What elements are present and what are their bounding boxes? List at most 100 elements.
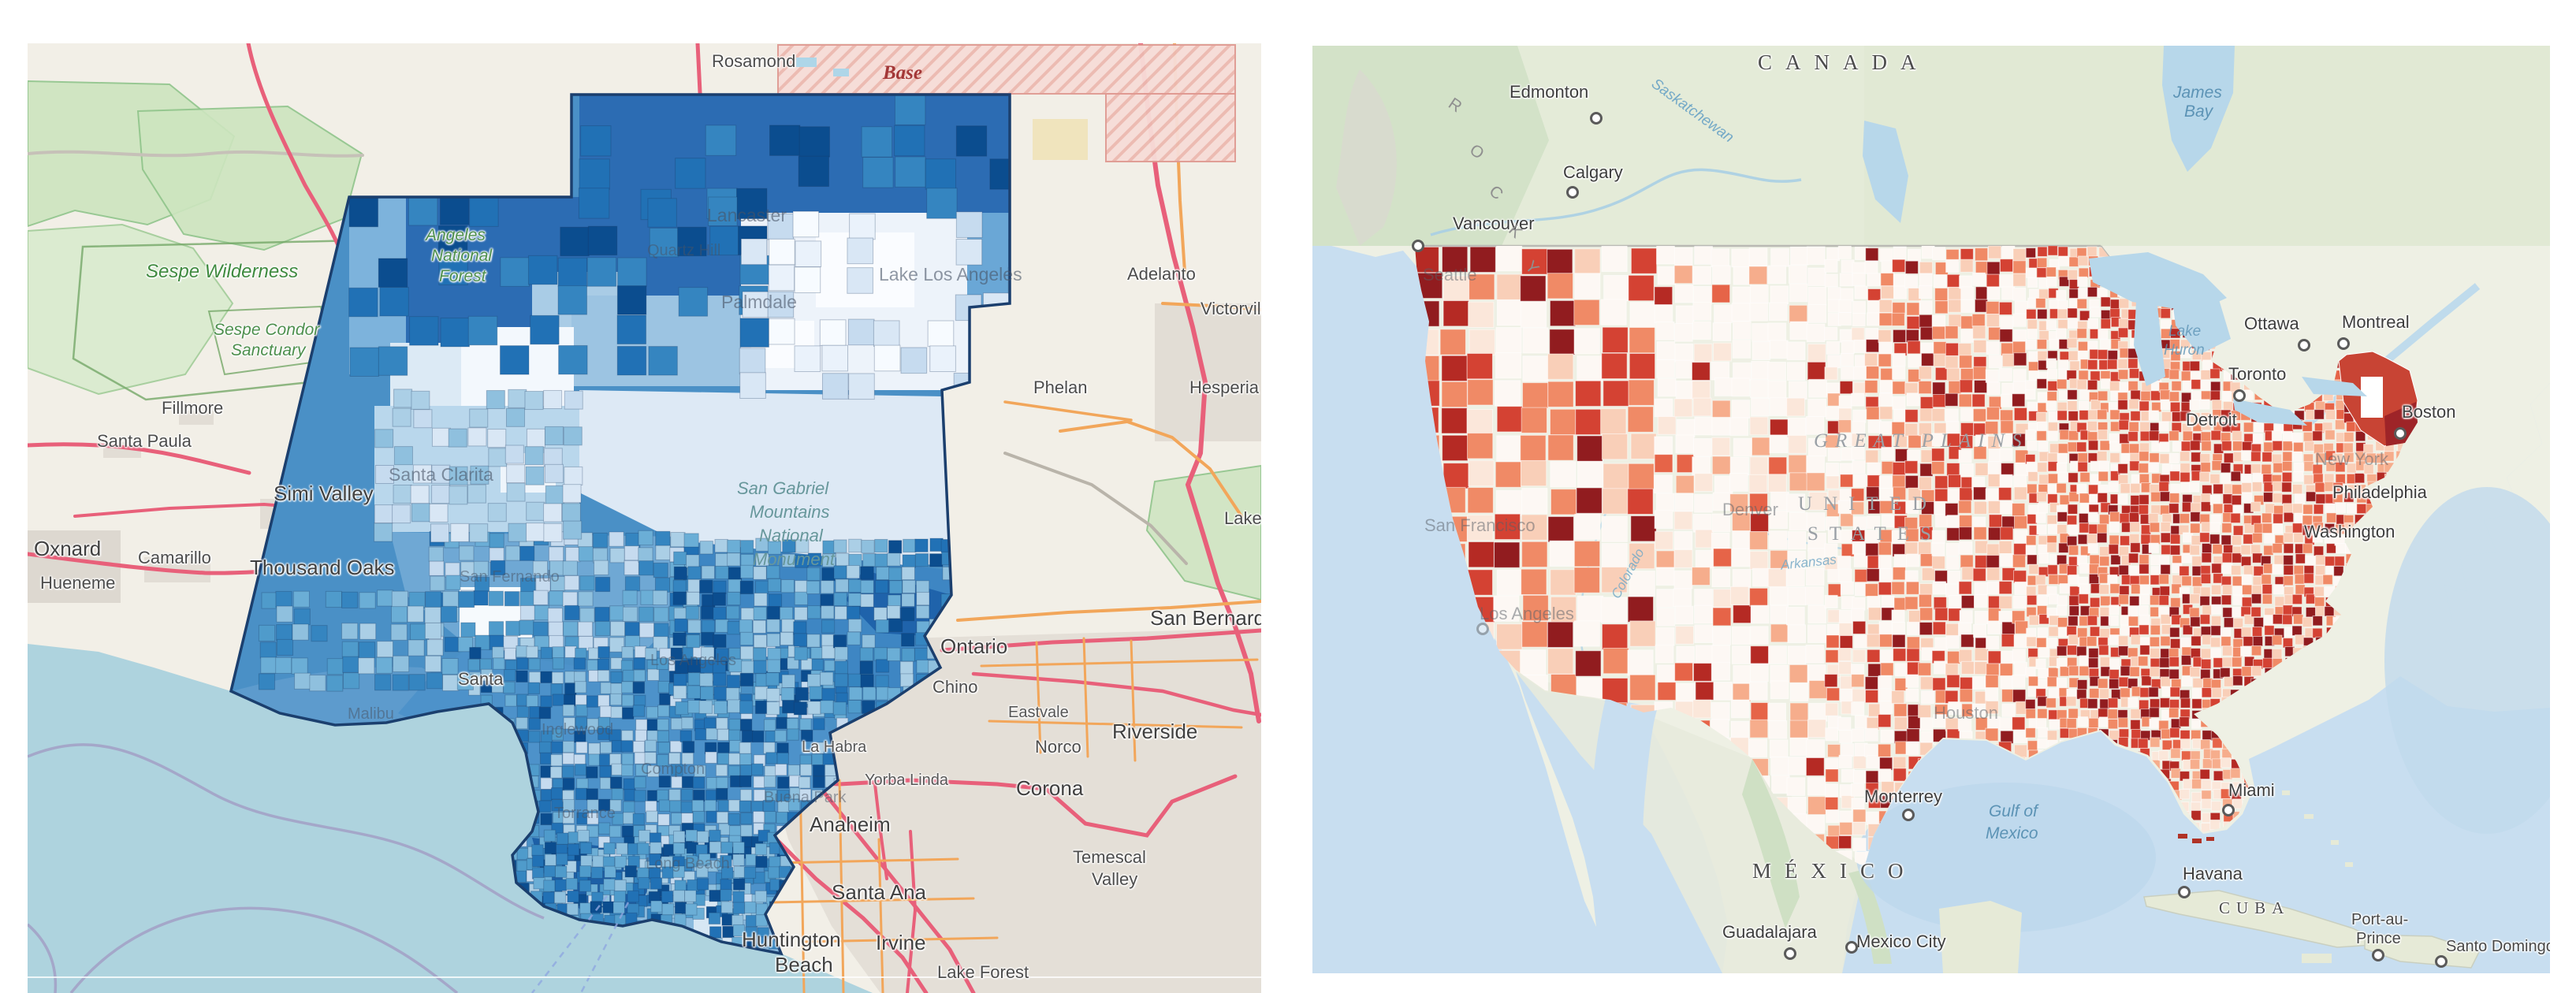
label-los-angeles: Los Angeles [650, 652, 736, 669]
label-angeles: Angeles [426, 226, 486, 244]
label-calgary: Calgary [1563, 162, 1623, 182]
label-simi-valley: Simi Valley [274, 482, 374, 505]
label-miami: Miami [2228, 780, 2275, 800]
label-santa-clarita: Santa Clarita [389, 464, 493, 485]
city-dot-monterrey [1902, 809, 1915, 821]
label-mexico: Mexico [1986, 824, 2038, 842]
label-bay: Bay [2184, 102, 2213, 121]
city-dot-edmonton [1590, 112, 1603, 125]
label-ottawa: Ottawa [2244, 314, 2299, 333]
us-county-choropleth-map[interactable]: CANADA Edmonton Saskatchewan Calgary Vancouv… [1312, 46, 2550, 973]
label-cuba: CUBA [2219, 898, 2291, 917]
label-buena-park: Buena Park [764, 789, 847, 806]
label-anaheim: Anaheim [810, 813, 891, 836]
label-philadelphia: Philadelphia [2332, 482, 2427, 502]
label-boston: Boston [2402, 402, 2456, 422]
city-dot-prince [2372, 949, 2384, 961]
label-huntington: Huntington [742, 928, 841, 951]
us-basemap-canvas [1312, 46, 2550, 973]
city-dot-vancouver [1412, 240, 1424, 252]
label-arkansas: Arkansas [1780, 552, 1837, 573]
us-map-labels: CANADA Edmonton Saskatchewan Calgary Vancouv… [1312, 46, 2550, 973]
la-map-labels: Rosamond Base Lancaster Quartz Hill Palmdale… [28, 43, 1261, 993]
military-base-area [777, 44, 1236, 162]
city-dot-toronto [2233, 389, 2246, 402]
label-sespe-condor: Sespe Condor [214, 321, 320, 339]
label-guadalajara: Guadalajara [1722, 922, 1817, 942]
zip-cells [258, 95, 1010, 954]
label-national: National [759, 526, 823, 545]
label-colorado: Colorado [1608, 545, 1647, 601]
label-santa-paula: Santa Paula [97, 431, 192, 451]
label-long-beach: Long Beach [646, 855, 730, 872]
label-m-xico: MÉXICO [1752, 859, 1917, 883]
la-basemap-canvas [28, 43, 1261, 993]
label-national: National [431, 247, 493, 265]
label-camarillo: Camarillo [138, 548, 211, 567]
label-inglewood: Inglewood [542, 721, 614, 738]
label-valley: Valley [1092, 869, 1138, 889]
label-houston: Houston [1934, 703, 1998, 723]
label-havana: Havana [2183, 864, 2243, 883]
label-saskatchewan: Saskatchewan [1647, 75, 1737, 147]
label-k: K [1505, 221, 1526, 242]
city-dot-santo-domingo [2435, 955, 2448, 968]
label-hesperia: Hesperia [1189, 377, 1260, 397]
label-compton: Compton [641, 761, 705, 778]
label-montreal: Montreal [2342, 312, 2410, 332]
label-santo-domingo: Santo Domingo [2446, 938, 2550, 955]
label-base: Base [883, 62, 922, 84]
label-santa-ana: Santa Ana [832, 880, 926, 904]
label-united: UNITED [1798, 493, 1938, 515]
city-dot-havana [2178, 886, 2191, 898]
city-dot-ottawa [2298, 339, 2310, 351]
label-mountains: Mountains [750, 502, 830, 522]
label-denver: Denver [1722, 500, 1778, 519]
label-vancouver: Vancouver [1453, 214, 1535, 233]
label-quartz-hill: Quartz Hill [647, 242, 721, 259]
label-eastvale: Eastvale [1008, 704, 1069, 721]
label-c: C [1485, 182, 1507, 204]
label-santa: Santa [458, 669, 504, 689]
city-dot-los-angeles [1476, 623, 1489, 635]
city-dot-montreal [2337, 337, 2350, 350]
label-y: Y [1521, 257, 1543, 278]
label-detroit: Detroit [2186, 410, 2237, 430]
label-corona: Corona [1016, 776, 1084, 800]
label-rosamond: Rosamond [712, 51, 796, 71]
city-dot-guadalajara [1784, 947, 1796, 960]
label-edmonton: Edmonton [1509, 82, 1589, 102]
label-los-angeles: Los Angeles [1480, 604, 1574, 623]
label-yorba-linda: Yorba Linda [865, 772, 949, 789]
city-dot-miami [2222, 804, 2235, 816]
label-lake-forest: Lake Forest [937, 962, 1029, 982]
label-new-york: New York [2315, 449, 2388, 469]
label-torrance: Torrance [554, 805, 616, 822]
label-sespe-wilderness: Sespe Wilderness [146, 261, 299, 282]
label-seattle: Seattle [1423, 265, 1477, 285]
label-gulf-of: Gulf of [1989, 802, 2038, 820]
label-r: R [1445, 94, 1465, 117]
label-la-habra: La Habra [802, 738, 867, 756]
label-victorville: Victorville [1201, 299, 1261, 318]
label-san-francisco: San Francisco [1424, 515, 1536, 535]
label-james: James [2173, 84, 2222, 102]
marine-lines [28, 743, 630, 993]
label-sanctuary: Sanctuary [231, 341, 306, 359]
label-o: O [1465, 140, 1487, 163]
label-thousand-oaks: Thousand Oaks [250, 556, 395, 579]
label-canada: CANADA [1758, 50, 1930, 74]
label-monument: Monument [753, 549, 835, 569]
great-lakes [1863, 46, 2367, 426]
label-huron: Huron [2164, 342, 2205, 359]
label-san-bernardino: San Bernardino [1150, 606, 1261, 630]
label-monterrey: Monterrey [1864, 787, 1943, 806]
la-zip-choropleth-map[interactable]: Rosamond Base Lancaster Quartz Hill Palmdale… [28, 43, 1261, 993]
label-lancaster: Lancaster [707, 205, 787, 225]
city-dot-mexico-city [1845, 941, 1858, 954]
label-lake: Lake [2168, 323, 2202, 340]
label-washington: Washington [2304, 522, 2395, 541]
label-forest: Forest [439, 267, 486, 285]
label-toronto: Toronto [2228, 364, 2287, 384]
label-prince: Prince [2356, 930, 2401, 947]
